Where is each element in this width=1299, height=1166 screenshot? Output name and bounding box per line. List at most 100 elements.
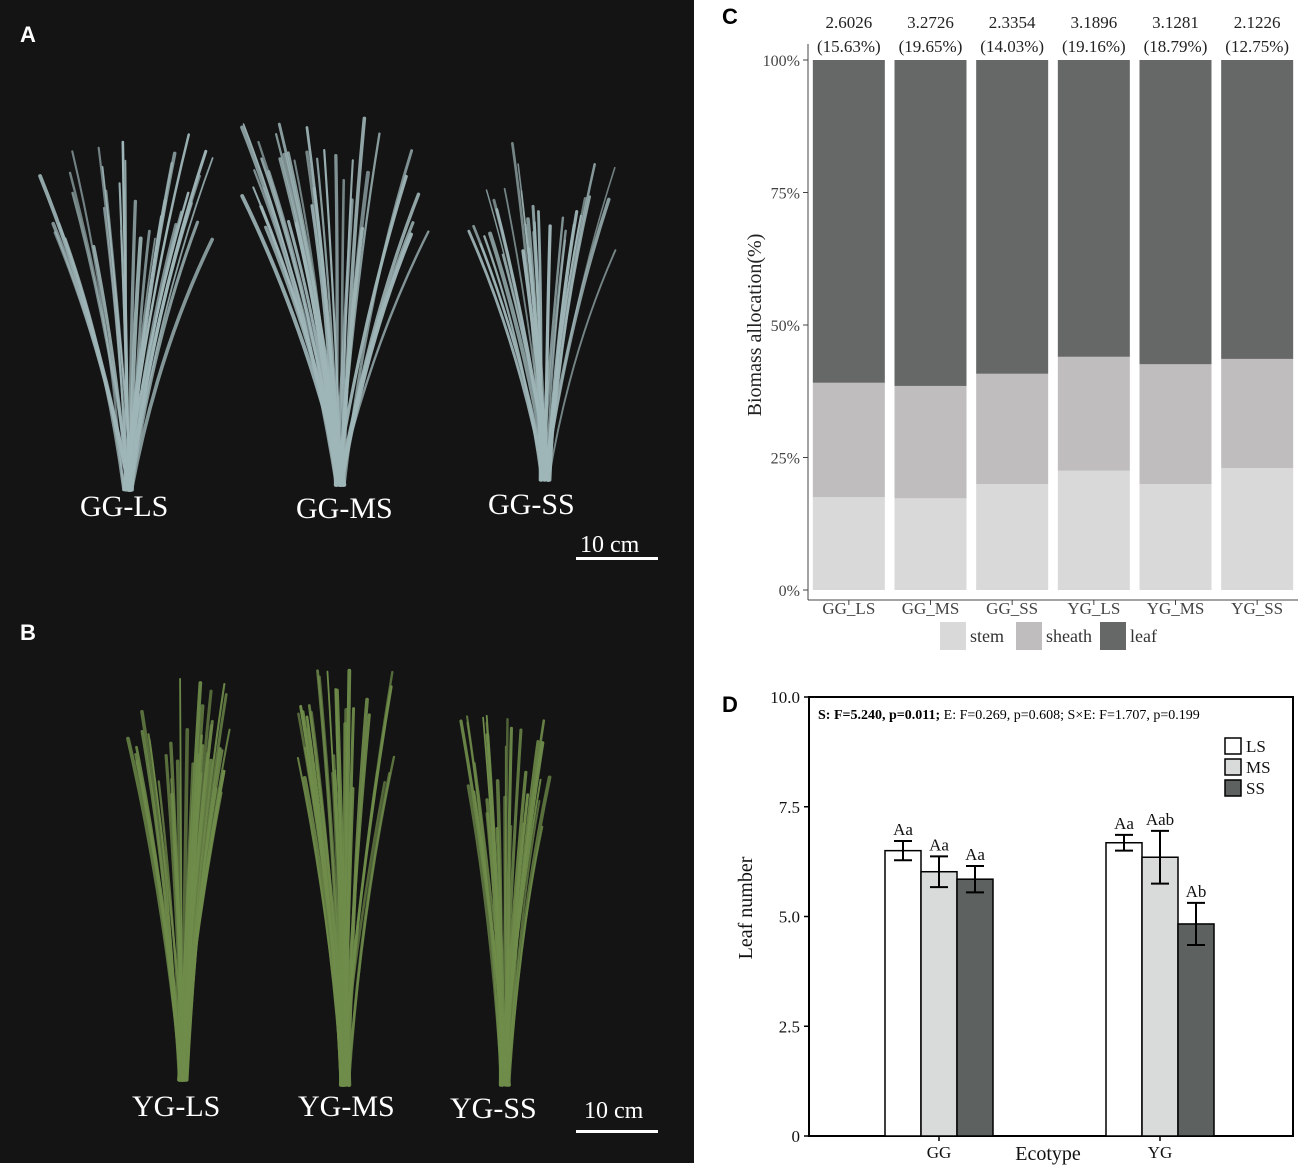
bar-stem-YG_LS bbox=[1057, 470, 1130, 590]
y-tick-label: 0 bbox=[792, 1127, 801, 1146]
legend-label-stem: stem bbox=[970, 626, 1004, 646]
bar-sheath-YG_SS bbox=[1221, 358, 1294, 469]
significance-label: Ab bbox=[1186, 882, 1207, 901]
top-percent-label: (19.65%) bbox=[899, 37, 963, 56]
y-axis-label: Biomass allocation(%) bbox=[744, 234, 766, 417]
leaf-blade bbox=[157, 780, 184, 1082]
bar-sheath-GG_MS bbox=[894, 385, 967, 499]
leaf-blade bbox=[128, 149, 208, 492]
leaf-blade bbox=[347, 771, 391, 1087]
plant-gg-ls bbox=[38, 133, 214, 492]
plot-frame bbox=[808, 696, 1294, 1137]
leaf-blade bbox=[505, 775, 552, 1087]
legend-label-SS: SS bbox=[1246, 779, 1265, 798]
leaf-blade bbox=[505, 726, 513, 1087]
leaf-blade bbox=[134, 753, 182, 1082]
significance-label: Aa bbox=[1114, 814, 1134, 833]
plant-gg-ms bbox=[240, 116, 430, 487]
top-percent-label: (15.63%) bbox=[817, 37, 881, 56]
bar-leaf-YG_LS bbox=[1057, 60, 1130, 357]
legend-swatch-SS bbox=[1224, 779, 1242, 797]
scale-bar-b bbox=[576, 1130, 658, 1133]
leaf-blade bbox=[544, 214, 583, 482]
y-tick-label: 5.0 bbox=[779, 908, 800, 927]
x-tick-label: GG_SS bbox=[986, 599, 1038, 618]
leaf-blade bbox=[333, 154, 339, 487]
leaf-blade bbox=[185, 693, 228, 1082]
plant-yg-ss bbox=[459, 714, 552, 1087]
leaf-blade bbox=[129, 237, 214, 492]
x-tick-label: YG_SS bbox=[1231, 599, 1283, 618]
top-percent-label: (18.79%) bbox=[1144, 37, 1208, 56]
legend-swatch-LS bbox=[1224, 737, 1242, 755]
panel-letter-a: A bbox=[20, 22, 36, 47]
leaf-blade bbox=[547, 249, 617, 481]
panel-letter-d: D bbox=[722, 692, 738, 717]
y-tick-label: 50% bbox=[771, 318, 800, 335]
plant-gg-ss bbox=[467, 141, 617, 482]
x-tick-label: YG_MS bbox=[1147, 599, 1205, 618]
leaf-blade bbox=[492, 198, 550, 482]
y-tick-label: 2.5 bbox=[779, 1017, 800, 1036]
x-tick-label: GG bbox=[927, 1143, 952, 1162]
label-gg-ss: GG-SS bbox=[488, 488, 575, 521]
bar-sheath-GG_SS bbox=[976, 373, 1049, 484]
bar-leaf-YG_SS bbox=[1221, 60, 1294, 359]
significance-label: Aab bbox=[1146, 810, 1174, 829]
bar-MS-YG bbox=[1141, 856, 1179, 1137]
leaf-blade bbox=[71, 150, 125, 492]
significance-label: Aa bbox=[929, 835, 949, 854]
label-gg-ms: GG-MS bbox=[296, 492, 393, 525]
top-percent-label: (12.75%) bbox=[1225, 37, 1289, 56]
legend-label-leaf: leaf bbox=[1130, 626, 1157, 646]
bar-leaf-YG_MS bbox=[1139, 60, 1212, 365]
legend-swatch-leaf bbox=[1100, 622, 1126, 650]
top-value-label: 2.6026 bbox=[825, 13, 872, 32]
panel-letter-c: C bbox=[722, 4, 738, 29]
legend-label-LS: LS bbox=[1246, 737, 1266, 756]
top-value-label: 2.1226 bbox=[1234, 13, 1281, 32]
leaf-blade bbox=[482, 716, 507, 1086]
bar-leaf-GG_MS bbox=[894, 60, 967, 386]
legend-label-MS: MS bbox=[1246, 758, 1271, 777]
scale-label-b: 10 cm bbox=[584, 1098, 644, 1124]
y-tick-label: 75% bbox=[771, 186, 800, 203]
leaf-blade bbox=[467, 229, 546, 482]
leaf-blade bbox=[532, 231, 550, 481]
bar-LS-YG bbox=[1105, 841, 1143, 1137]
scale-label-a: 10 cm bbox=[580, 532, 640, 558]
y-tick-label: 100% bbox=[763, 53, 800, 70]
top-percent-label: (14.03%) bbox=[980, 37, 1044, 56]
x-tick-label: YG_LS bbox=[1067, 599, 1120, 618]
top-value-label: 3.1896 bbox=[1070, 13, 1117, 32]
y-tick-label: 7.5 bbox=[779, 798, 800, 817]
bar-stem-GG_SS bbox=[976, 484, 1049, 590]
label-yg-ss: YG-SS bbox=[450, 1092, 537, 1125]
leaf-blade bbox=[129, 157, 214, 491]
photo-panel-b: B YG-LS YG-MS YG-SS 10 cm bbox=[0, 580, 694, 1163]
leaf-blade bbox=[242, 123, 338, 486]
bar-stem-GG_LS bbox=[812, 497, 885, 590]
leaf-blade bbox=[344, 707, 356, 1087]
stats-text: S: F=5.240, p=0.011; E: F=0.269, p=0.608… bbox=[818, 708, 1200, 723]
bar-LS-GG bbox=[884, 849, 922, 1137]
bar-sheath-GG_LS bbox=[812, 382, 885, 498]
leaf-blade bbox=[332, 754, 345, 1087]
y-tick-label: 0% bbox=[779, 583, 800, 600]
leaf-blade bbox=[333, 198, 354, 487]
y-axis-label: Leaf number bbox=[735, 856, 757, 959]
top-value-label: 3.2726 bbox=[907, 13, 954, 32]
legend-swatch-MS bbox=[1224, 758, 1242, 776]
label-yg-ms: YG-MS bbox=[298, 1090, 395, 1123]
significance-label: Aa bbox=[893, 820, 913, 839]
panel-letter-b: B bbox=[20, 620, 36, 645]
legend-swatch-stem bbox=[940, 622, 966, 650]
legend-swatch-sheath bbox=[1016, 622, 1042, 650]
leaf-blade bbox=[310, 778, 346, 1087]
bar-sheath-YG_LS bbox=[1057, 356, 1130, 471]
top-value-label: 2.3354 bbox=[989, 13, 1036, 32]
bar-leaf-GG_SS bbox=[976, 60, 1049, 374]
x-tick-label: YG bbox=[1148, 1143, 1173, 1162]
bar-sheath-YG_MS bbox=[1139, 364, 1212, 484]
bar-MS-GG bbox=[920, 870, 958, 1137]
